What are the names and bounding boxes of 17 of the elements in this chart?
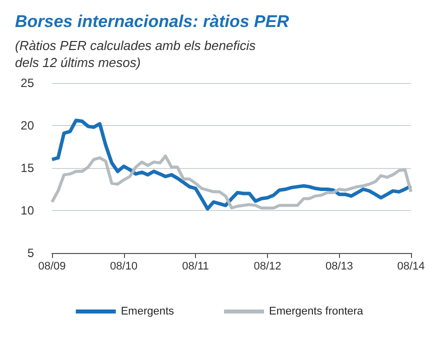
- chart-title: Borses internacionals: ràtios PER: [15, 12, 290, 31]
- x-tick-label: 08/12: [254, 260, 282, 272]
- x-tick-label: 08/10: [110, 260, 138, 272]
- legend-label: Emergents: [120, 306, 175, 318]
- x-tick-label: 08/09: [38, 260, 66, 272]
- legend-label: Emergents frontera: [269, 306, 364, 318]
- y-tick-label: 5: [27, 246, 34, 260]
- line-series: [50, 118, 413, 211]
- y-tick-label: 15: [20, 161, 34, 175]
- line-series: [50, 154, 412, 210]
- y-tick-label: 10: [20, 204, 34, 218]
- y-tick-label: 25: [20, 76, 34, 90]
- x-tick-label: 08/11: [182, 260, 209, 272]
- y-tick-label: 20: [20, 118, 34, 132]
- x-tick-label: 08/13: [325, 260, 354, 272]
- chart-subtitle: (Ràtios PER calculades amb els beneficis dels 12 últims mesos): [15, 38, 260, 70]
- x-tick-label: 08/14: [397, 260, 425, 272]
